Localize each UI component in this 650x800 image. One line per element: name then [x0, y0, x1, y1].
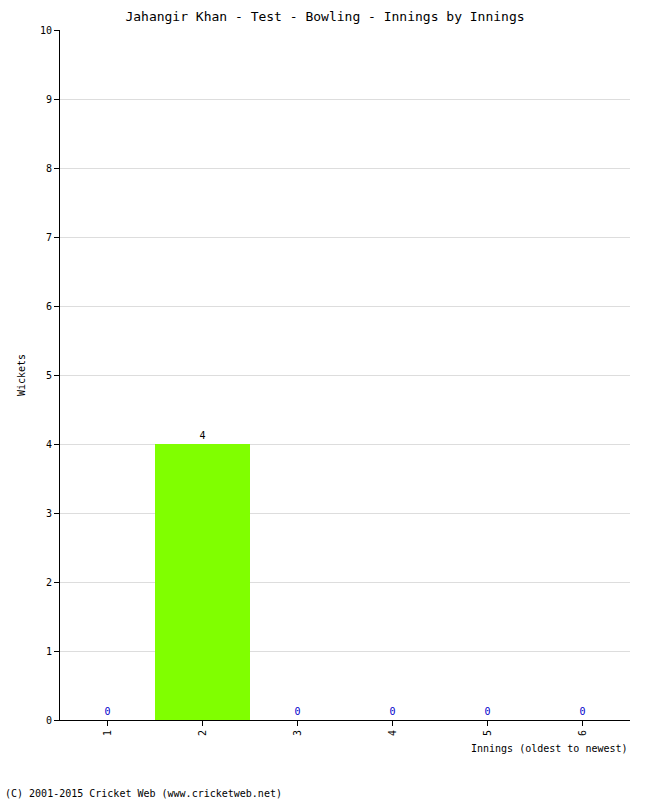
- svg-text:0: 0: [46, 715, 52, 726]
- svg-text:0: 0: [294, 706, 300, 717]
- svg-text:0: 0: [389, 706, 395, 717]
- svg-text:5: 5: [482, 730, 493, 736]
- svg-text:8: 8: [46, 163, 52, 174]
- svg-text:2: 2: [46, 577, 52, 588]
- svg-text:1: 1: [46, 646, 52, 657]
- svg-text:4: 4: [46, 439, 52, 450]
- svg-text:0: 0: [579, 706, 585, 717]
- svg-text:3: 3: [46, 508, 52, 519]
- svg-text:Innings (oldest to newest): Innings (oldest to newest): [471, 743, 628, 754]
- svg-text:Jahangir Khan - Test - Bowling: Jahangir Khan - Test - Bowling - Innings…: [125, 9, 524, 24]
- svg-text:5: 5: [46, 370, 52, 381]
- svg-text:3: 3: [292, 730, 303, 736]
- svg-text:Wickets: Wickets: [16, 354, 27, 396]
- svg-text:9: 9: [46, 94, 52, 105]
- svg-text:6: 6: [46, 301, 52, 312]
- svg-text:2: 2: [197, 730, 208, 736]
- svg-text:0: 0: [484, 706, 490, 717]
- svg-text:4: 4: [199, 430, 205, 441]
- svg-text:10: 10: [40, 25, 52, 36]
- svg-text:(C) 2001-2015 Cricket Web (www: (C) 2001-2015 Cricket Web (www.cricketwe…: [5, 788, 282, 799]
- svg-text:0: 0: [104, 706, 110, 717]
- svg-text:6: 6: [577, 730, 588, 736]
- svg-text:4: 4: [387, 730, 398, 736]
- svg-text:7: 7: [46, 232, 52, 243]
- svg-text:1: 1: [102, 730, 113, 736]
